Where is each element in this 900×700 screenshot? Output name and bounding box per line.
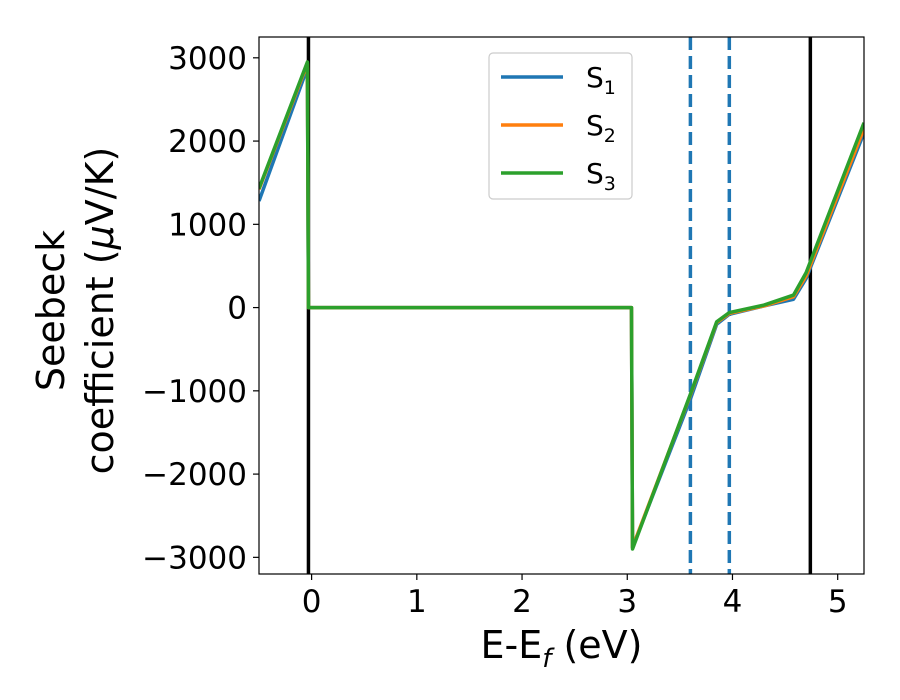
y-tick-label: 1000 [168, 207, 247, 243]
y-axis-label-line2: coefficient (μV/K) [78, 147, 122, 475]
x-tick-label: 1 [407, 584, 427, 620]
y-tick-label: 3000 [168, 41, 247, 77]
legend: S1 S2 S3 [488, 52, 633, 200]
y-tick-label: 2000 [168, 124, 247, 160]
series-line-s3 [259, 60, 864, 551]
y-axis-label: Seebeck coefficient (μV/K) [29, 147, 122, 475]
legend-label-s2: S2 [586, 109, 616, 147]
x-tick-label: 3 [617, 584, 637, 620]
x-axis-ticks: 0 1 2 3 4 5 [302, 574, 848, 620]
y-axis-label-line1: Seebeck [29, 230, 73, 391]
plot-frame [258, 36, 865, 575]
y-tick-label: −3000 [142, 540, 247, 576]
x-tick-label: 4 [723, 584, 743, 620]
y-tick-label: −1000 [142, 374, 247, 410]
legend-label-s1: S1 [586, 61, 616, 99]
y-tick-label: 0 [227, 291, 247, 327]
series-layer [259, 60, 864, 551]
y-tick-label: −2000 [142, 457, 247, 493]
y-axis-ticks: 3000 2000 1000 0 −1000 −2000 −3000 [142, 41, 259, 576]
x-tick-label: 2 [512, 584, 532, 620]
x-tick-label: 5 [828, 584, 848, 620]
x-tick-label: 0 [302, 584, 322, 620]
legend-label-s3: S3 [586, 157, 616, 195]
x-axis-label: E-Ef (eV) [481, 623, 643, 674]
